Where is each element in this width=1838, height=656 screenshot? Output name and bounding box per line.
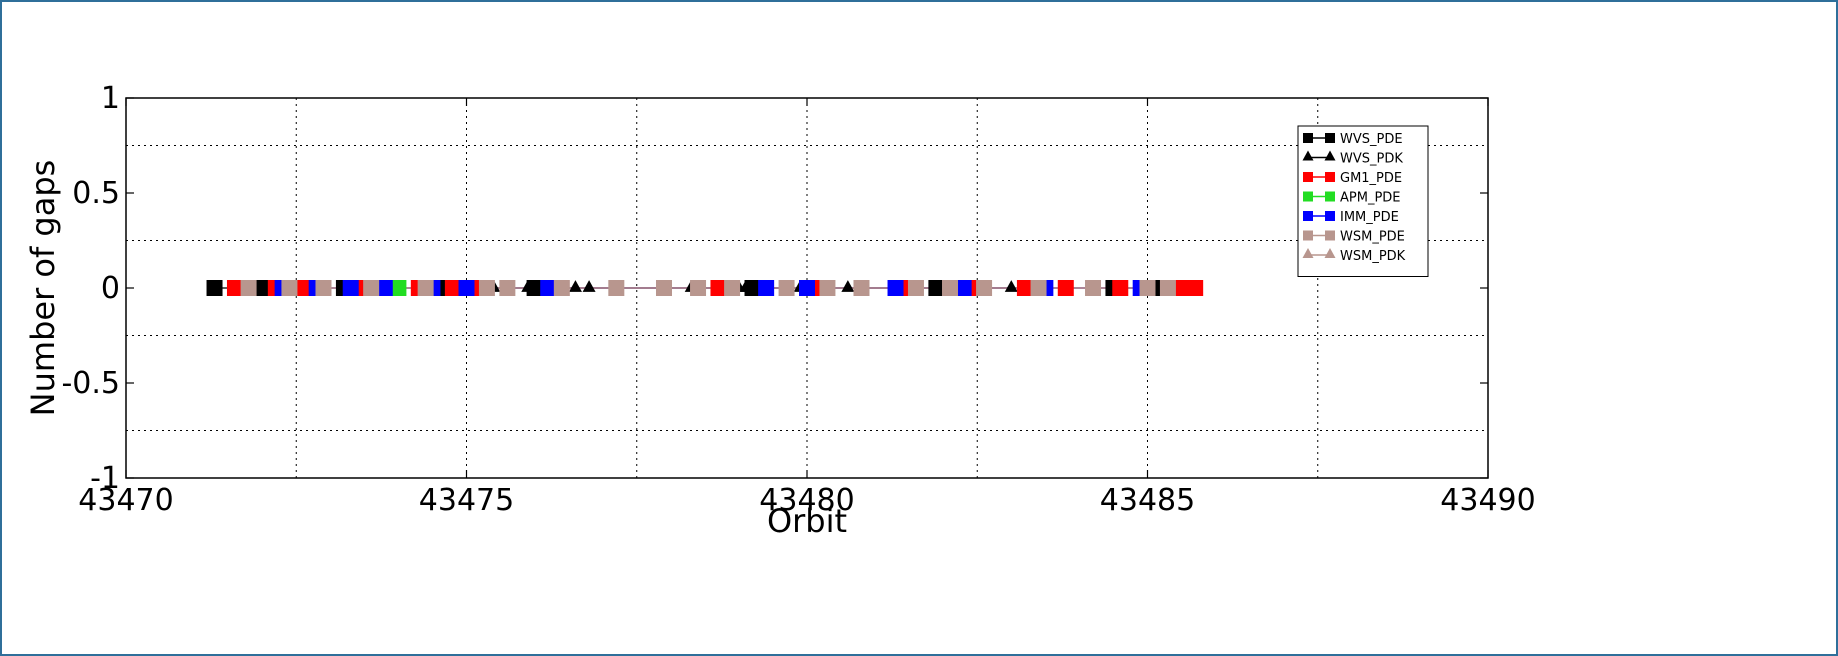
data-point bbox=[1112, 280, 1129, 296]
data-point bbox=[226, 280, 243, 296]
data-point bbox=[724, 280, 741, 296]
legend-entry-label: WSM_PDK bbox=[1340, 249, 1406, 264]
legend-marker bbox=[1325, 172, 1335, 182]
data-point bbox=[1159, 280, 1176, 296]
legend-marker bbox=[1303, 211, 1313, 221]
legend-entry-label: GM1_PDE bbox=[1340, 171, 1402, 186]
data-point bbox=[254, 280, 271, 296]
data-point bbox=[887, 280, 904, 296]
data-point bbox=[1057, 280, 1074, 296]
y-tick-label: -1 bbox=[90, 461, 120, 496]
y-tick-labels: -1 -0.5 0 0.5 1 bbox=[61, 81, 120, 496]
y-tick-label: 0 bbox=[101, 271, 120, 306]
data-point bbox=[315, 280, 332, 296]
legend-marker bbox=[1325, 133, 1335, 143]
data-point bbox=[1016, 280, 1033, 296]
data-point bbox=[444, 280, 461, 296]
data-point bbox=[1085, 280, 1102, 296]
data-point bbox=[655, 280, 672, 296]
legend-entry-label: IMM_PDE bbox=[1340, 210, 1399, 225]
legend-marker bbox=[1302, 150, 1314, 161]
data-point bbox=[1173, 280, 1190, 296]
y-tick-label: 0.5 bbox=[72, 176, 120, 211]
x-tick-label: 43480 bbox=[759, 483, 854, 518]
y-tick-label: 1 bbox=[101, 81, 120, 116]
data-point bbox=[928, 280, 945, 296]
data-point bbox=[907, 280, 924, 296]
legend-marker bbox=[1324, 248, 1336, 258]
data-point bbox=[955, 280, 972, 296]
x-tick-label: 43485 bbox=[1100, 483, 1195, 518]
data-point bbox=[1187, 280, 1204, 296]
data-point bbox=[853, 280, 870, 296]
legend-box bbox=[1297, 125, 1429, 277]
data-point bbox=[1139, 280, 1156, 296]
legend-marker bbox=[1324, 150, 1336, 161]
data-point bbox=[281, 280, 298, 296]
data-point bbox=[363, 280, 380, 296]
grid-lines bbox=[126, 98, 1488, 478]
legend-entry-label: WSM_PDE bbox=[1340, 230, 1405, 245]
data-point bbox=[942, 280, 959, 296]
legend-entry-label: WVS_PDE bbox=[1340, 132, 1403, 147]
data-point bbox=[458, 280, 475, 296]
x-tick-label: 43470 bbox=[78, 483, 173, 518]
data-point bbox=[976, 280, 993, 296]
data-point bbox=[417, 280, 434, 296]
x-tick-label: 43475 bbox=[419, 483, 514, 518]
legend-marker bbox=[1325, 230, 1335, 241]
data-point bbox=[778, 280, 795, 296]
data-point bbox=[819, 280, 836, 296]
legend-marker bbox=[1303, 230, 1313, 241]
data-point bbox=[744, 280, 761, 296]
data-point bbox=[690, 280, 707, 296]
legend-marker bbox=[1325, 191, 1335, 202]
data-point bbox=[240, 280, 257, 296]
data-point bbox=[568, 280, 582, 292]
legend-marker bbox=[1303, 172, 1313, 182]
data-point bbox=[342, 280, 359, 296]
data-point bbox=[710, 280, 727, 296]
y-axis-label: Number of gaps bbox=[24, 160, 62, 417]
data-point bbox=[390, 280, 407, 296]
data-point bbox=[376, 280, 393, 296]
data-point bbox=[478, 280, 495, 296]
legend: WVS_PDE WVS_PDK GM1_PDE APM_PDE IMM_PDE WSM_P… bbox=[1297, 125, 1429, 277]
data-point bbox=[499, 280, 516, 296]
data-point bbox=[841, 280, 855, 292]
legend-entry-label: APM_PDE bbox=[1340, 191, 1401, 206]
legend-marker bbox=[1303, 133, 1313, 143]
legend-entry-label: WVS_PDK bbox=[1340, 152, 1403, 167]
data-point bbox=[758, 280, 775, 296]
y-tick-label: -0.5 bbox=[61, 366, 120, 401]
data-point bbox=[608, 280, 625, 296]
axis-ticks bbox=[125, 97, 1489, 479]
legend-marker bbox=[1302, 248, 1314, 258]
data-point bbox=[1004, 280, 1018, 292]
data-markers bbox=[206, 280, 1204, 296]
data-point bbox=[1030, 280, 1047, 296]
data-point bbox=[582, 280, 596, 292]
data-point bbox=[540, 280, 557, 296]
data-point bbox=[739, 280, 753, 292]
data-point bbox=[799, 280, 815, 296]
x-tick-labels: 43470 43475 43480 43485 43490 bbox=[78, 483, 1535, 518]
data-point bbox=[526, 280, 543, 296]
x-tick-label: 43490 bbox=[1440, 483, 1535, 518]
x-axis-label: Orbit bbox=[767, 502, 847, 540]
data-point bbox=[295, 280, 312, 296]
legend-marker bbox=[1325, 211, 1335, 221]
data-point bbox=[553, 280, 570, 296]
legend-marker bbox=[1303, 191, 1313, 202]
data-point bbox=[521, 280, 535, 292]
data-point bbox=[206, 280, 223, 296]
